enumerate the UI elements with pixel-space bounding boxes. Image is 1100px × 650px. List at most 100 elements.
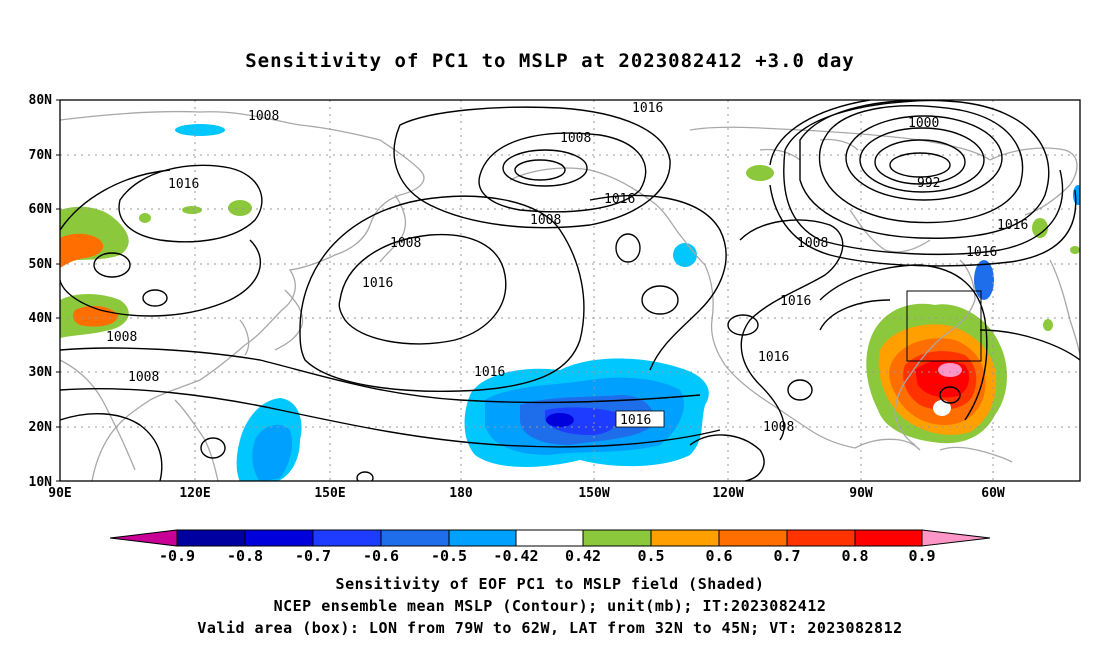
colorbar-labels: -0.9 -0.8 -0.7 -0.6 -0.5 -0.42 0.42 0.5 … xyxy=(159,547,936,565)
colorbar-swatch xyxy=(312,529,382,547)
contour-label: 1016 xyxy=(780,294,811,309)
lat-label: 70N xyxy=(29,148,53,163)
contour-label: 1016 xyxy=(474,365,505,380)
contour-label: 1000 xyxy=(908,116,939,131)
positive-blob-india-north-2 xyxy=(60,233,104,268)
coastline-greenland xyxy=(989,147,1078,216)
coastline-na-east xyxy=(894,259,976,446)
colorbar-swatch xyxy=(448,529,517,547)
contour-label: 1008 xyxy=(106,330,137,345)
caption-line-contour: NCEP ensemble mean MSLP (Contour); unit(… xyxy=(273,597,827,615)
contour-label: 1016 xyxy=(632,101,663,116)
colorbar-swatch xyxy=(380,529,450,547)
colorbar-label: -0.7 xyxy=(295,547,331,565)
contour-label: 1016 xyxy=(362,276,393,291)
lon-axis: 90E 120E 150E 180 150W 120W 90W 60W xyxy=(48,486,1005,501)
lon-label: 150W xyxy=(578,486,609,501)
coastline-india xyxy=(60,359,136,471)
positive-blob-china-1 xyxy=(182,206,202,214)
contour-label: 1016 xyxy=(168,177,199,192)
contour-label: 1008 xyxy=(128,370,159,385)
contour-label: 1016 xyxy=(620,413,651,428)
positive-blob-east-atl xyxy=(1043,319,1053,331)
colorbar-swatch xyxy=(176,529,246,547)
colorbar-swatch xyxy=(582,529,652,547)
contour-label: 1008 xyxy=(560,131,591,146)
colorbar-label: -0.5 xyxy=(431,547,467,565)
positive-blob-greenland xyxy=(1032,218,1048,238)
positive-blob-china-2 xyxy=(228,200,252,216)
lon-label: 120E xyxy=(179,486,210,501)
mslp-contours xyxy=(60,100,1080,481)
lat-label: 80N xyxy=(29,93,53,108)
coastline-na-arctic xyxy=(689,126,991,161)
colorbar-swatch xyxy=(650,529,720,547)
lon-label: 90W xyxy=(849,486,873,501)
colorbar-label: -0.42 xyxy=(493,547,538,565)
contour-label: 1016 xyxy=(604,192,635,207)
colorbar-label: 0.7 xyxy=(773,547,800,565)
lat-label: 10N xyxy=(29,475,53,490)
contour-label: 1008 xyxy=(248,109,279,124)
tick-marks xyxy=(56,99,60,482)
colorbar-label: -0.8 xyxy=(227,547,263,565)
contour-label: 992 xyxy=(917,176,940,191)
lon-label: 90E xyxy=(48,486,71,501)
atlantic-hole xyxy=(933,400,951,416)
lat-label: 50N xyxy=(29,257,53,272)
positive-blob-siberia xyxy=(139,213,151,223)
caption-block: Sensitivity of EOF PC1 to MSLP field (Sh… xyxy=(0,573,1100,639)
contour-label: 1008 xyxy=(530,213,561,228)
contour-labels: 1008 1016 1008 1000 992 1016 1008 1016 1… xyxy=(106,101,1028,435)
negative-blob-siberia xyxy=(175,124,225,136)
coastline-na-west xyxy=(704,264,856,449)
contour-label: 1008 xyxy=(797,236,828,251)
contour-label: 1016 xyxy=(997,218,1028,233)
contour-label: 1016 xyxy=(966,245,997,260)
colorbar-label: 0.9 xyxy=(908,547,935,565)
lat-label: 20N xyxy=(29,420,53,435)
colorbar-label: 0.5 xyxy=(637,547,664,565)
colorbar-swatch xyxy=(244,529,314,547)
lon-label: 180 xyxy=(449,486,473,501)
contour-label: 1008 xyxy=(763,420,794,435)
coastline-kamchatka xyxy=(379,194,407,263)
negative-region-westpac-inner xyxy=(252,424,292,481)
coastline-caribbean xyxy=(939,446,1013,463)
caption-line-shaded: Sensitivity of EOF PC1 to MSLP field (Sh… xyxy=(335,575,765,593)
colorbar-label: -0.6 xyxy=(363,547,399,565)
lat-label: 40N xyxy=(29,311,53,326)
lat-label: 30N xyxy=(29,365,53,380)
contour-label: 1016 xyxy=(758,350,789,365)
coastline-gulf xyxy=(854,438,921,451)
coastline-korea xyxy=(239,319,250,356)
lon-label: 120W xyxy=(712,486,743,501)
lat-label: 60N xyxy=(29,202,53,217)
map-frame xyxy=(59,99,1081,482)
colorbar-gt-arrow xyxy=(921,529,991,547)
coastline-japan xyxy=(274,289,304,351)
valid-area-box xyxy=(906,290,982,362)
colorbar-swatch xyxy=(786,529,856,547)
colorbar-label: 0.6 xyxy=(705,547,732,565)
coastline-europe xyxy=(1049,259,1080,356)
caption-line-valid-area: Valid area (box): LON from 79W to 62W, L… xyxy=(197,619,903,637)
negative-blob-alaska xyxy=(673,243,697,267)
colorbar-swatch xyxy=(515,529,584,547)
colorbar-swatch xyxy=(718,529,788,547)
colorbar-label: -0.9 xyxy=(159,547,195,565)
contour-label: 1008 xyxy=(390,236,421,251)
lon-label: 60W xyxy=(981,486,1005,501)
map-title: Sensitivity of PC1 to MSLP at 2023082412… xyxy=(245,50,855,72)
colorbar-label: 0.8 xyxy=(841,547,868,565)
colorbar-label: 0.42 xyxy=(565,547,601,565)
coastline-alaska xyxy=(509,167,706,266)
shaded-sensitivity xyxy=(60,124,1080,481)
coastline-hudson xyxy=(849,209,931,253)
negative-region-pacific-max xyxy=(546,413,574,427)
negative-blob-east xyxy=(1073,185,1080,205)
lon-label: 150E xyxy=(314,486,345,501)
colorbar-swatch xyxy=(854,529,923,547)
positive-region-atlantic-max xyxy=(938,363,962,377)
